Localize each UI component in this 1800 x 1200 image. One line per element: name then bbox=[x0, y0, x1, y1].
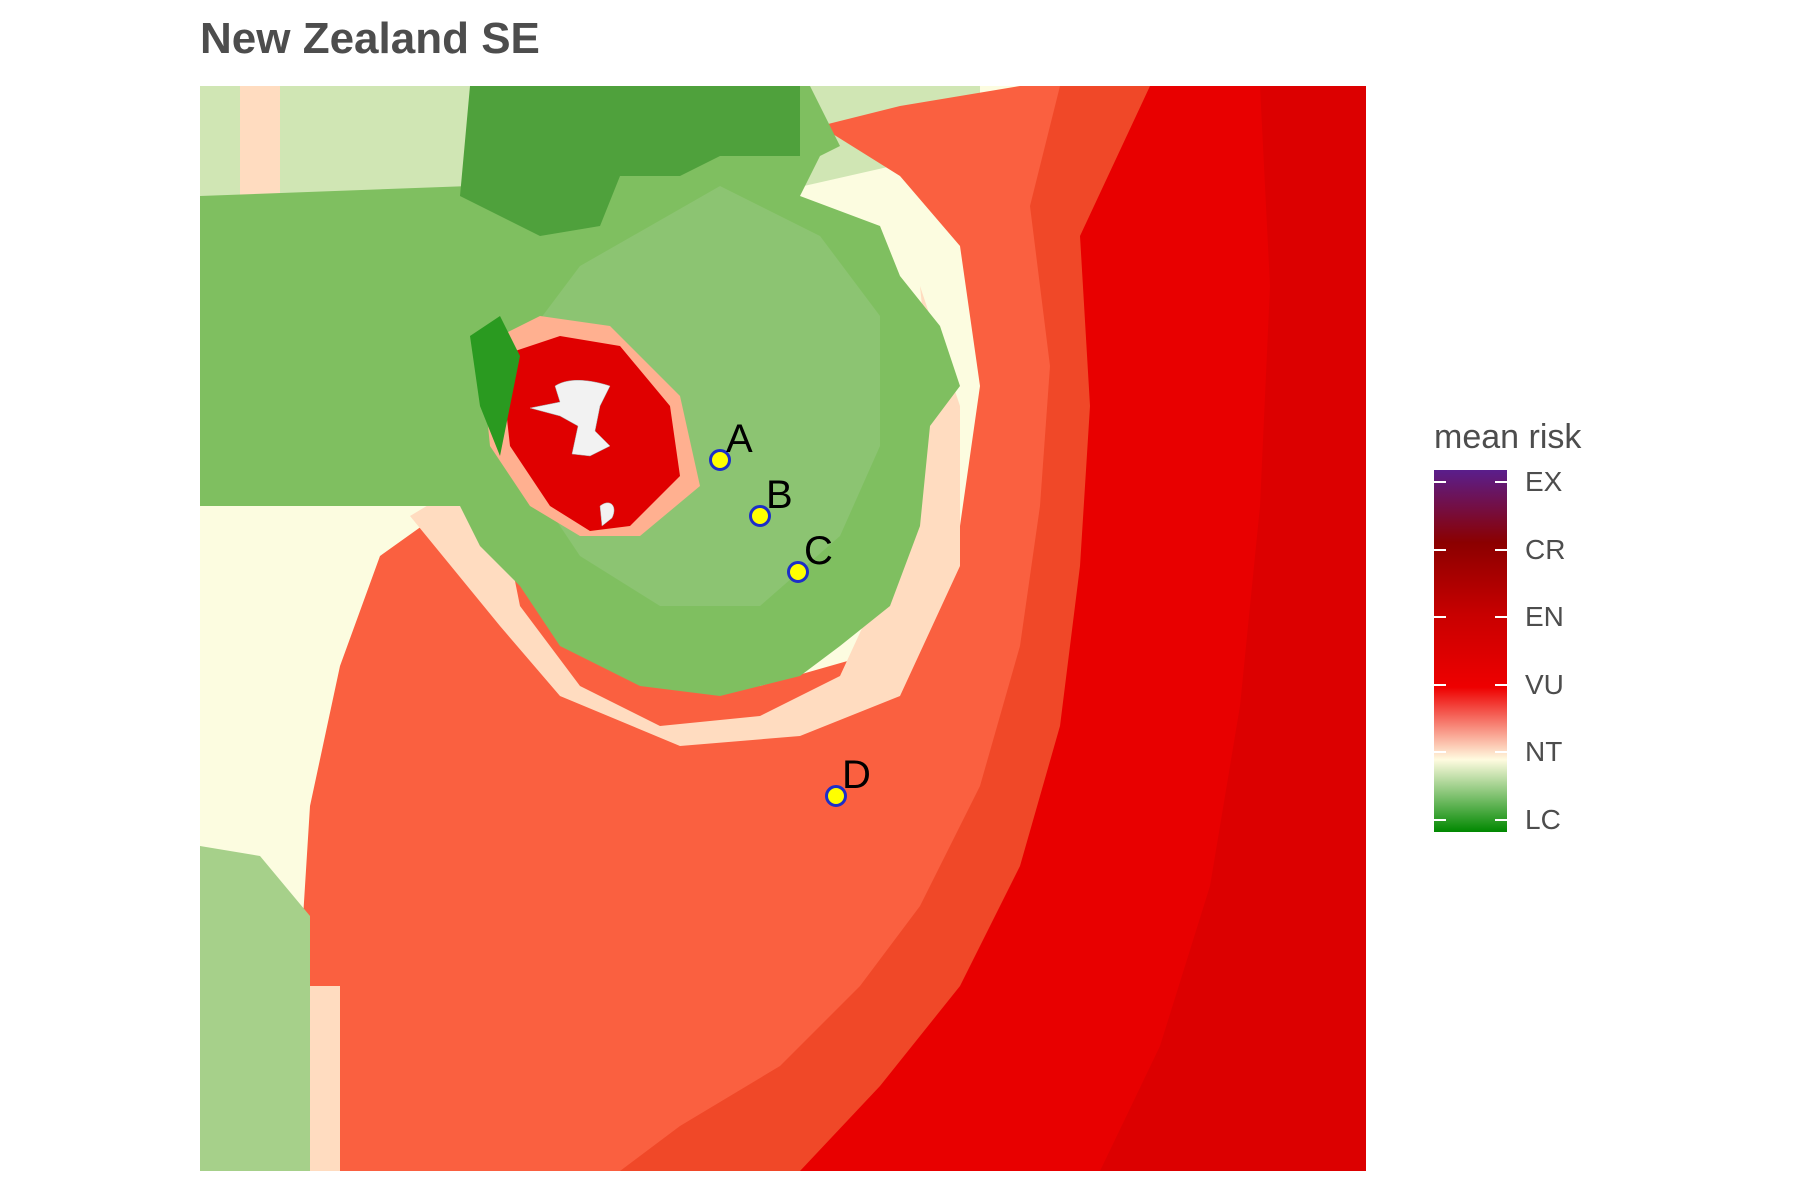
legend-label-en: EN bbox=[1525, 601, 1564, 633]
legend-label-ex: EX bbox=[1525, 466, 1563, 497]
legend-label-vu: VU bbox=[1525, 668, 1564, 700]
legend-label-nt: NT bbox=[1525, 736, 1563, 768]
legend-tick bbox=[1434, 683, 1446, 686]
legend-tick bbox=[1495, 616, 1507, 619]
risk-map: A B C D bbox=[200, 86, 1366, 1171]
land-island bbox=[529, 380, 615, 527]
legend-title: mean risk bbox=[1434, 418, 1582, 456]
legend-tick bbox=[1495, 548, 1507, 551]
legend-tick bbox=[1495, 751, 1507, 754]
site-c[interactable]: C bbox=[787, 529, 833, 583]
legend-tick bbox=[1434, 481, 1446, 483]
legend-tick bbox=[1434, 616, 1446, 619]
site-label: B bbox=[766, 473, 793, 517]
legend-label-cr: CR bbox=[1525, 533, 1566, 565]
map-panel: A B C D bbox=[200, 86, 1366, 1171]
lc-dark-edge bbox=[470, 316, 520, 456]
site-label: A bbox=[726, 417, 753, 461]
nt-strip-southwest bbox=[310, 986, 340, 1171]
legend-tick bbox=[1434, 819, 1446, 821]
chart-title: New Zealand SE bbox=[200, 14, 540, 63]
legend-colorbar bbox=[1434, 470, 1507, 832]
legend-tick bbox=[1434, 548, 1446, 551]
nt-strip-north bbox=[240, 86, 280, 196]
site-d[interactable]: D bbox=[825, 753, 871, 807]
site-a[interactable]: A bbox=[709, 417, 754, 471]
site-label: D bbox=[842, 753, 871, 797]
legend-label-lc: LC bbox=[1525, 804, 1561, 835]
lc-zone-southwest bbox=[200, 846, 310, 1171]
legend-tick bbox=[1495, 683, 1507, 686]
en-zone-deep bbox=[1100, 86, 1366, 1171]
site-label: C bbox=[804, 529, 833, 573]
legend-tick bbox=[1434, 751, 1446, 754]
lc-zone-dark bbox=[460, 86, 800, 236]
legend-tick bbox=[1495, 481, 1507, 483]
site-b[interactable]: B bbox=[749, 473, 793, 527]
legend-tick bbox=[1495, 819, 1507, 821]
